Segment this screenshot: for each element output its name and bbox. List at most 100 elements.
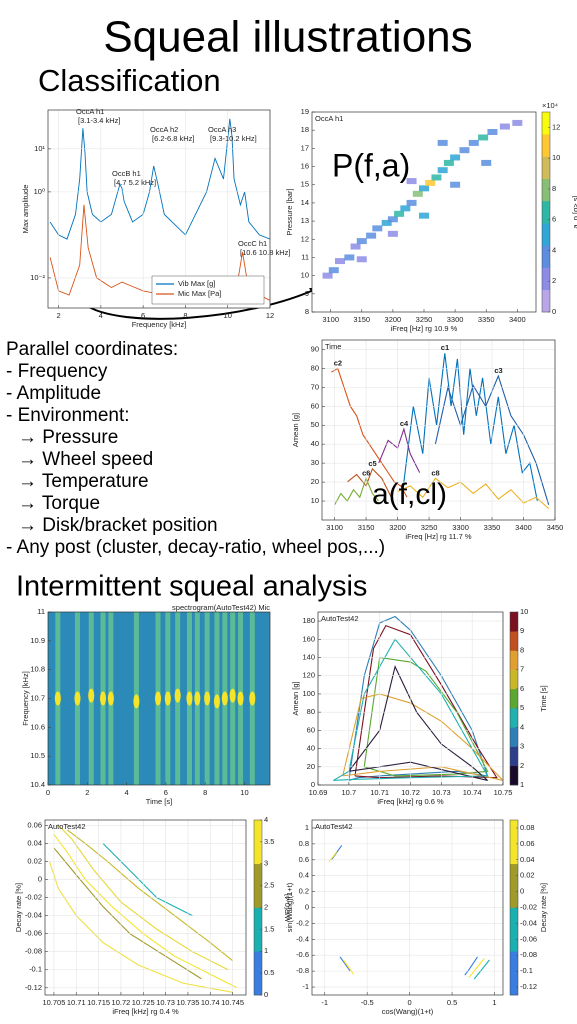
x-tick-label: 3100 (326, 523, 343, 532)
scatter-point (387, 230, 398, 237)
x-tick-label: 10 (240, 788, 248, 797)
x-tick-label: 4 (124, 788, 128, 797)
plot-content (322, 119, 523, 279)
x-tick-label: 4 (99, 311, 103, 320)
series-label: c2 (334, 358, 342, 367)
x-tick-label: 3300 (452, 523, 469, 532)
series-label: c1 (441, 343, 449, 352)
x-tick-label: 3200 (389, 523, 406, 532)
x-tick-label: -1 (321, 998, 328, 1007)
y-tick-label: 30 (311, 458, 319, 467)
burst-peak (133, 694, 140, 709)
series-line (53, 847, 202, 980)
y-tick-label: 10.5 (30, 751, 45, 760)
legend-box (151, 275, 265, 305)
x-tick-label: 0.5 (447, 998, 457, 1007)
x-tick-label: 3250 (421, 523, 438, 532)
plot-content (54, 612, 256, 785)
colorbar-segment (510, 688, 518, 709)
scatter-point (372, 225, 383, 232)
y-tick-label: 0.2 (299, 887, 309, 896)
series-label: c4 (400, 419, 409, 428)
colorbar-segment (510, 863, 518, 886)
y-tick-label: -0.8 (296, 966, 309, 975)
x-tick-label: 10.74 (201, 998, 220, 1007)
peak-range: [4.7 5.2 kHz] (114, 178, 156, 187)
scatter-point (344, 254, 355, 261)
colorbar-segment (542, 289, 550, 313)
series-line (53, 834, 238, 989)
series-label: c5 (368, 459, 376, 468)
y-tick-label: -0.12 (25, 983, 42, 992)
peak-range: [6.2-6.8 kHz] (152, 134, 195, 143)
colorbar-tick-label: -0.02 (520, 902, 537, 911)
x-tick-label: 10.71 (370, 788, 389, 797)
colorbar-tick-label: 5 (520, 703, 524, 712)
scatter-point (419, 185, 429, 192)
chart-title: OccA h1 (315, 114, 343, 123)
list-item: - Environment: (6, 405, 130, 426)
colorbar-segment (510, 727, 518, 747)
plot-frame (311, 819, 504, 996)
colorbar-tick-label: 7 (520, 665, 524, 674)
colorbar-tick-label: 6 (552, 215, 556, 224)
scatter-point (387, 216, 398, 223)
series-label: c3 (494, 366, 502, 375)
colorbar-exponent: ×10⁴ (542, 101, 558, 110)
scatter-point (335, 258, 345, 265)
plot-frame (44, 819, 247, 996)
y-tick-label: 0.8 (299, 839, 309, 848)
scatter-point (400, 205, 411, 212)
x-tick-label: 10 (224, 311, 232, 320)
colorbar-tick-label: 9 (520, 626, 524, 635)
burst-peak (74, 691, 81, 706)
x-tick-label: 10.72 (112, 998, 131, 1007)
plot-area (45, 820, 246, 995)
scatter-point (366, 232, 377, 239)
x-tick-label: 12 (266, 311, 274, 320)
x-tick-label: 10.7 (342, 788, 357, 797)
colorbar-tick-label: 4 (552, 245, 556, 254)
series-label: c8 (431, 468, 439, 477)
colorbar-segment (254, 907, 262, 930)
series-line (339, 956, 351, 972)
burst-peak (249, 691, 256, 706)
y-tick-label: 0.04 (27, 838, 42, 847)
colorbar-label: Time [s] (539, 685, 548, 711)
y-tick-label: 8 (305, 307, 309, 316)
scatter-point (350, 243, 361, 250)
x-tick-label: 2 (56, 311, 60, 320)
x-tick-label: 10.72 (401, 788, 420, 797)
x-axis-label: iFreq [kHz] rg 0.6 % (377, 797, 444, 806)
peak-name: OccA h2 (150, 125, 178, 134)
y-tick-label: 17 (301, 143, 309, 152)
plot-frame (47, 109, 271, 309)
x-tick-label: 3100 (322, 315, 339, 324)
colorbar-tick-label: -0.12 (520, 982, 537, 991)
y-tick-label: 12 (301, 234, 309, 243)
y-tick-label: 20 (307, 762, 315, 771)
slide-title: Squeal illustrations (103, 13, 472, 62)
burst-peak (229, 688, 236, 703)
y-tick-label: 60 (311, 401, 319, 410)
y-tick-label: 140 (302, 653, 315, 662)
y-tick-label: 0.6 (299, 855, 309, 864)
y-axis-label: Decay rate [%] (14, 883, 23, 932)
burst-peak (204, 691, 211, 706)
colorbar-frame (541, 111, 551, 313)
y-tick-label: 100 (302, 689, 315, 698)
x-tick-label: 10.705 (42, 998, 65, 1007)
y-tick-label: 0 (38, 875, 42, 884)
y-tick-label: 18 (301, 125, 309, 134)
plot-frame (311, 111, 537, 313)
legend-label: Vib Max [g] (178, 279, 215, 288)
section-heading: Classification (38, 63, 221, 98)
colorbar-tick-label: 12 (552, 122, 560, 131)
colorbar-tick-label: 0.02 (520, 871, 535, 880)
scatter-point (356, 238, 367, 245)
scatter-point (450, 154, 461, 161)
colorbar-segment (254, 863, 262, 886)
peak-range: [3.1-3.4 kHz] (78, 116, 121, 125)
x-axis-label: iFreq [kHz] rg 0.4 % (112, 1007, 179, 1016)
chart-title: AutoTest42 (321, 614, 359, 623)
